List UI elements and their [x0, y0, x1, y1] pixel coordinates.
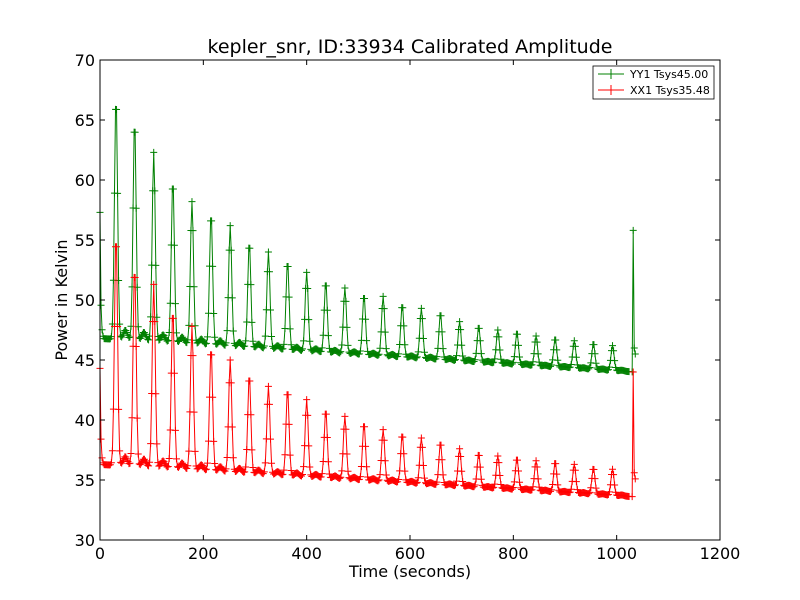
- series-1: [96, 243, 639, 501]
- x-tick-label: 400: [291, 544, 322, 563]
- y-tick-label: 30: [75, 531, 95, 550]
- series-layer: [96, 105, 639, 501]
- y-tick-label: 35: [75, 471, 95, 490]
- legend-box: [592, 65, 715, 100]
- y-tick-label: 55: [75, 231, 95, 250]
- chart-title: kepler_snr, ID:33934 Calibrated Amplitud…: [208, 36, 613, 58]
- x-tick-label: 800: [498, 544, 529, 563]
- legend-label-yy1: YY1 Tsys45.00: [629, 68, 708, 81]
- x-tick-label: 1200: [700, 544, 741, 563]
- x-axis-title: Time (seconds): [348, 562, 471, 581]
- y-tick-label: 50: [75, 291, 95, 310]
- x-tick-label: 0: [95, 544, 105, 563]
- x-tick-label: 600: [395, 544, 426, 563]
- y-tick-label: 60: [75, 171, 95, 190]
- y-tick-label: 45: [75, 351, 95, 370]
- legend: YY1 Tsys45.00 XX1 Tsys35.48: [592, 65, 715, 100]
- x-tick-label: 1000: [596, 544, 637, 563]
- legend-entry-yy1: YY1 Tsys45.00: [598, 68, 708, 81]
- legend-label-xx1: XX1 Tsys35.48: [630, 84, 710, 97]
- legend-entry-xx1: XX1 Tsys35.48: [598, 84, 710, 97]
- plot-area: 0 200 400 600 800 1000 1200 30 35 40 45 50 55 60 65 70: [75, 51, 741, 563]
- plot-background: [100, 60, 720, 540]
- x-tick-label: 200: [188, 544, 219, 563]
- y-tick-label: 70: [75, 51, 95, 70]
- y-tick-label: 65: [75, 111, 95, 130]
- ticks-layer: 0 200 400 600 800 1000 1200 30 35 40 45 50 55 60 65 70: [75, 51, 741, 563]
- y-tick-label: 40: [75, 411, 95, 430]
- y-axis-title: Power in Kelvin: [52, 239, 71, 360]
